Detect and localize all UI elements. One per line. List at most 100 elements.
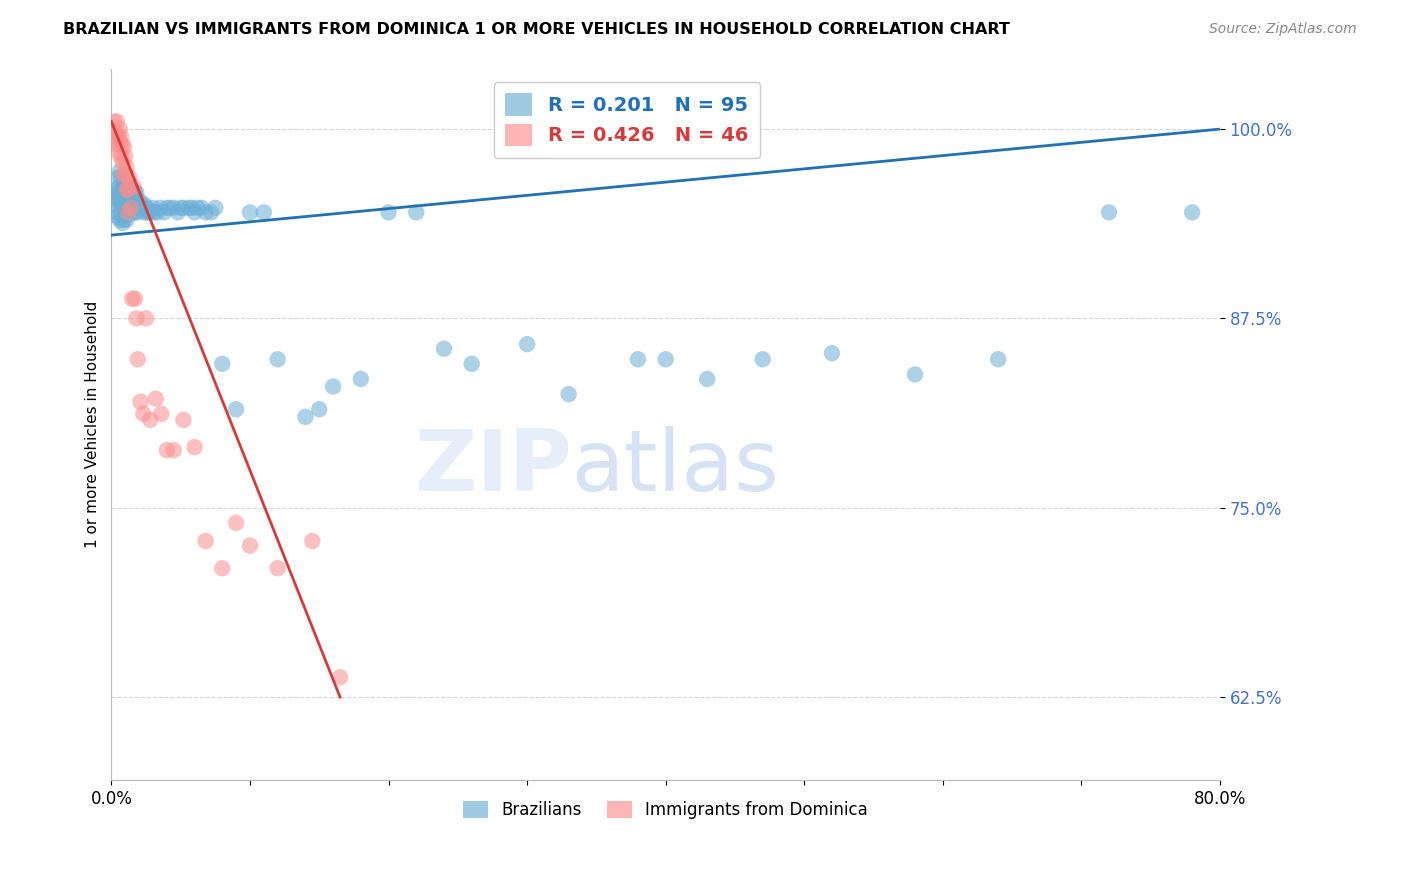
- Point: [516, 337, 538, 351]
- Point: [104, 137, 127, 152]
- Point: [103, 114, 125, 128]
- Point: [114, 210, 136, 224]
- Point: [132, 407, 155, 421]
- Point: [696, 372, 718, 386]
- Point: [111, 183, 134, 197]
- Point: [186, 201, 208, 215]
- Point: [117, 205, 139, 219]
- Point: [112, 179, 135, 194]
- Point: [125, 311, 148, 326]
- Point: [110, 129, 132, 144]
- Point: [117, 201, 139, 215]
- Text: Source: ZipAtlas.com: Source: ZipAtlas.com: [1209, 22, 1357, 37]
- Point: [225, 402, 247, 417]
- Point: [135, 201, 157, 215]
- Point: [122, 183, 145, 197]
- Point: [156, 201, 179, 215]
- Point: [377, 205, 399, 219]
- Point: [105, 114, 128, 128]
- Point: [104, 198, 127, 212]
- Point: [121, 186, 143, 200]
- Point: [120, 201, 142, 215]
- Point: [405, 205, 427, 219]
- Point: [132, 205, 155, 219]
- Point: [115, 183, 138, 197]
- Point: [129, 194, 152, 209]
- Point: [110, 186, 132, 200]
- Text: atlas: atlas: [571, 425, 779, 508]
- Point: [108, 122, 131, 136]
- Point: [107, 190, 129, 204]
- Point: [266, 561, 288, 575]
- Point: [121, 292, 143, 306]
- Point: [163, 201, 186, 215]
- Point: [131, 201, 153, 215]
- Point: [112, 168, 135, 182]
- Y-axis label: 1 or more Vehicles in Household: 1 or more Vehicles in Household: [86, 301, 100, 548]
- Point: [904, 368, 927, 382]
- Text: ZIP: ZIP: [413, 425, 571, 508]
- Point: [103, 125, 125, 139]
- Point: [142, 201, 165, 215]
- Point: [115, 213, 138, 227]
- Point: [120, 201, 142, 215]
- Point: [308, 402, 330, 417]
- Point: [134, 198, 156, 212]
- Point: [124, 292, 146, 306]
- Point: [114, 175, 136, 189]
- Point: [183, 205, 205, 219]
- Point: [156, 443, 179, 458]
- Point: [821, 346, 844, 360]
- Point: [627, 352, 650, 367]
- Point: [460, 357, 482, 371]
- Point: [170, 201, 193, 215]
- Point: [118, 201, 141, 215]
- Point: [180, 201, 202, 215]
- Point: [322, 379, 344, 393]
- Point: [172, 201, 194, 215]
- Point: [125, 186, 148, 200]
- Text: BRAZILIAN VS IMMIGRANTS FROM DOMINICA 1 OR MORE VEHICLES IN HOUSEHOLD CORRELATIO: BRAZILIAN VS IMMIGRANTS FROM DOMINICA 1 …: [63, 22, 1010, 37]
- Point: [111, 155, 134, 169]
- Point: [107, 210, 129, 224]
- Point: [194, 534, 217, 549]
- Point: [122, 179, 145, 194]
- Point: [167, 205, 190, 219]
- Point: [149, 201, 172, 215]
- Point: [194, 205, 217, 219]
- Point: [125, 205, 148, 219]
- Point: [108, 179, 131, 194]
- Point: [103, 190, 125, 204]
- Point: [124, 205, 146, 219]
- Point: [110, 149, 132, 163]
- Point: [150, 407, 173, 421]
- Point: [115, 179, 138, 194]
- Point: [107, 129, 129, 144]
- Point: [107, 145, 129, 159]
- Point: [104, 183, 127, 197]
- Point: [301, 534, 323, 549]
- Point: [107, 170, 129, 185]
- Point: [751, 352, 773, 367]
- Point: [108, 213, 131, 227]
- Point: [146, 205, 169, 219]
- Point: [1098, 205, 1121, 219]
- Point: [136, 205, 159, 219]
- Point: [114, 190, 136, 204]
- Point: [163, 443, 186, 458]
- Point: [114, 149, 136, 163]
- Point: [120, 183, 142, 197]
- Point: [108, 194, 131, 209]
- Point: [1181, 205, 1204, 219]
- Point: [118, 170, 141, 185]
- Point: [239, 539, 262, 553]
- Point: [118, 183, 141, 197]
- Point: [225, 516, 247, 530]
- Point: [122, 201, 145, 215]
- Point: [104, 125, 127, 139]
- Point: [253, 205, 276, 219]
- Point: [1236, 179, 1258, 194]
- Point: [153, 205, 176, 219]
- Point: [114, 168, 136, 182]
- Point: [190, 201, 212, 215]
